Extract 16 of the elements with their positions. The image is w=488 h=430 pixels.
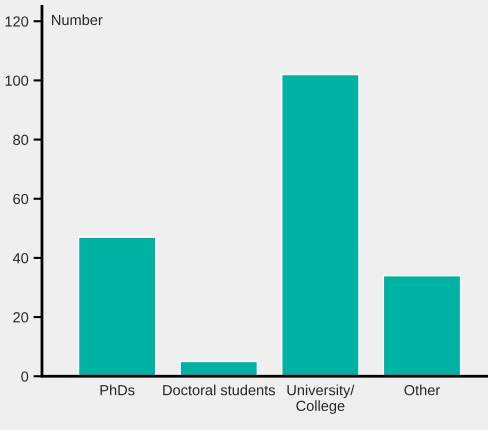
x-tick-label: PhDs: [100, 384, 134, 396]
x-tick-label: Doctoral students: [163, 384, 275, 396]
y-tick-label: 80: [13, 134, 28, 146]
bar: [281, 74, 360, 376]
x-tick-label: University/ College: [287, 384, 354, 414]
bar: [382, 274, 462, 376]
y-tick-label: 60: [13, 194, 28, 204]
bar: [179, 360, 258, 376]
y-tick-label: 100: [6, 76, 28, 86]
y-tick-label: 120: [6, 16, 28, 27]
y-tick-label: 40: [12, 253, 28, 264]
bar: [78, 236, 156, 376]
y-axis-title: Number: [52, 14, 103, 26]
y-tick-label: 20: [13, 312, 28, 323]
x-tick-label: Other: [404, 384, 440, 396]
y-tick-label: 0: [21, 371, 28, 382]
